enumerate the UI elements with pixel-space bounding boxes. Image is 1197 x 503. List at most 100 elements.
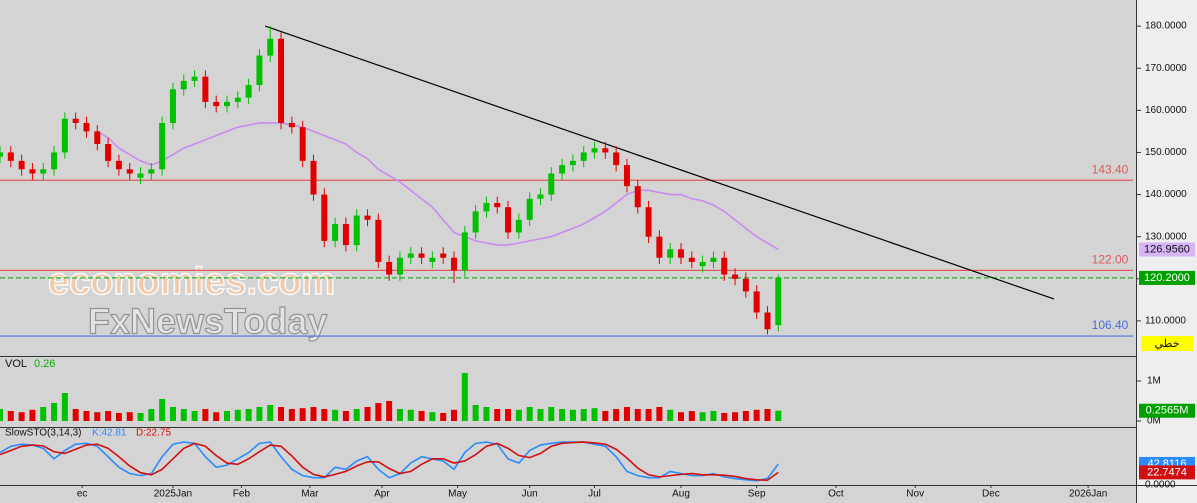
volume-bar [234, 409, 241, 421]
stochastic-line [0, 441, 779, 482]
x-tick-label: Sep [748, 489, 766, 500]
volume-bar [645, 409, 652, 421]
y-tick-label: 0M [1147, 416, 1161, 427]
x-tick-label: ec [77, 489, 88, 500]
volume-bar [710, 411, 717, 421]
candle-body [634, 186, 641, 208]
price-marker-label: 22.7474 [1147, 466, 1187, 478]
candle-body [440, 253, 447, 258]
volume-bar [72, 409, 79, 421]
panel-title: SlowSTO(3,14,3) [5, 428, 82, 439]
volume-bar [180, 409, 187, 421]
candle-body [256, 55, 263, 86]
candle-body [40, 169, 47, 174]
volume-bar [321, 409, 328, 421]
y-tick-label: 150.0000 [1145, 147, 1187, 158]
volume-bar [137, 413, 144, 421]
candle-body [753, 291, 760, 313]
volume-bar [245, 409, 252, 421]
volume-bar [526, 407, 533, 421]
candle-body [224, 101, 230, 107]
candle-body [645, 207, 652, 237]
volume-bar [105, 411, 112, 421]
candle-body [364, 215, 371, 220]
volume-bar [559, 409, 566, 421]
volume-bar [353, 409, 360, 421]
candle-body [18, 160, 25, 170]
candle-body [623, 165, 630, 187]
y-tick-label: 160.0000 [1145, 105, 1187, 116]
candle-body [721, 257, 728, 275]
moving-average [96, 122, 779, 251]
volume-bar [537, 409, 544, 421]
candle-body [61, 118, 68, 153]
volume-bar [505, 409, 512, 421]
candle-body [764, 312, 771, 330]
candle-body [51, 152, 58, 170]
volume-bar [386, 401, 393, 421]
candle-body [451, 257, 457, 271]
mode-label: خطي [1155, 338, 1180, 350]
candle-body [353, 215, 360, 246]
candle-body [472, 211, 479, 233]
candle-body [483, 202, 490, 212]
candle-body [548, 173, 555, 195]
volume-bar [699, 412, 706, 421]
x-tick-label: Jun [522, 489, 538, 500]
candle-body [180, 80, 187, 90]
volume-bar [29, 409, 36, 421]
x-tick-label: Apr [374, 489, 390, 500]
volume-bar [515, 409, 522, 421]
volume-bar [94, 412, 101, 421]
candle-body [386, 261, 393, 275]
x-tick-label: Nov [906, 489, 924, 500]
candle-body [375, 219, 382, 262]
candle-body [115, 160, 122, 170]
volume-bar [753, 409, 760, 421]
volume-bar [396, 409, 403, 421]
volume-bar [742, 411, 749, 421]
volume-bar [342, 411, 349, 421]
candle-body [526, 198, 533, 220]
volume-bar [732, 412, 739, 421]
candle-body [494, 202, 501, 208]
candle-body [72, 118, 79, 123]
volume-bar [364, 407, 371, 421]
candle-body [515, 219, 522, 233]
price-marker-box [1139, 403, 1195, 418]
level-label: 122.00 [1092, 253, 1129, 267]
x-tick-label: Aug [672, 489, 690, 500]
y-tick-label: 140.0000 [1145, 189, 1187, 200]
candle-body [299, 127, 306, 161]
candle-body [537, 194, 544, 199]
candle-body [234, 97, 241, 102]
candle-body [332, 224, 339, 241]
volume-bar [51, 403, 58, 421]
candle-body [732, 274, 739, 279]
volume-bar [634, 409, 641, 421]
volume-bar [288, 409, 295, 421]
volume-bar [623, 407, 630, 421]
x-tick-label: 2026Jan [1069, 489, 1107, 500]
price-marker-box [1139, 465, 1195, 480]
volume-bar [613, 409, 620, 421]
volume-bar [202, 409, 209, 421]
candle-body [602, 148, 609, 153]
volume-bar [656, 407, 663, 421]
level-label: 143.40 [1092, 162, 1129, 176]
candle-body [169, 89, 176, 123]
y-tick-label: 110.0000 [1145, 316, 1186, 327]
volume-bar [548, 407, 555, 421]
candle-body [699, 261, 706, 267]
volume-bar [83, 411, 90, 421]
volume-bar [764, 409, 771, 421]
candle-body [688, 257, 695, 262]
volume-bar [191, 411, 198, 421]
candle-body [775, 277, 782, 326]
x-tick-label: 2025Jan [154, 489, 192, 500]
volume-bar [40, 407, 47, 421]
candle-body [202, 76, 209, 102]
volume-bar [667, 409, 674, 421]
